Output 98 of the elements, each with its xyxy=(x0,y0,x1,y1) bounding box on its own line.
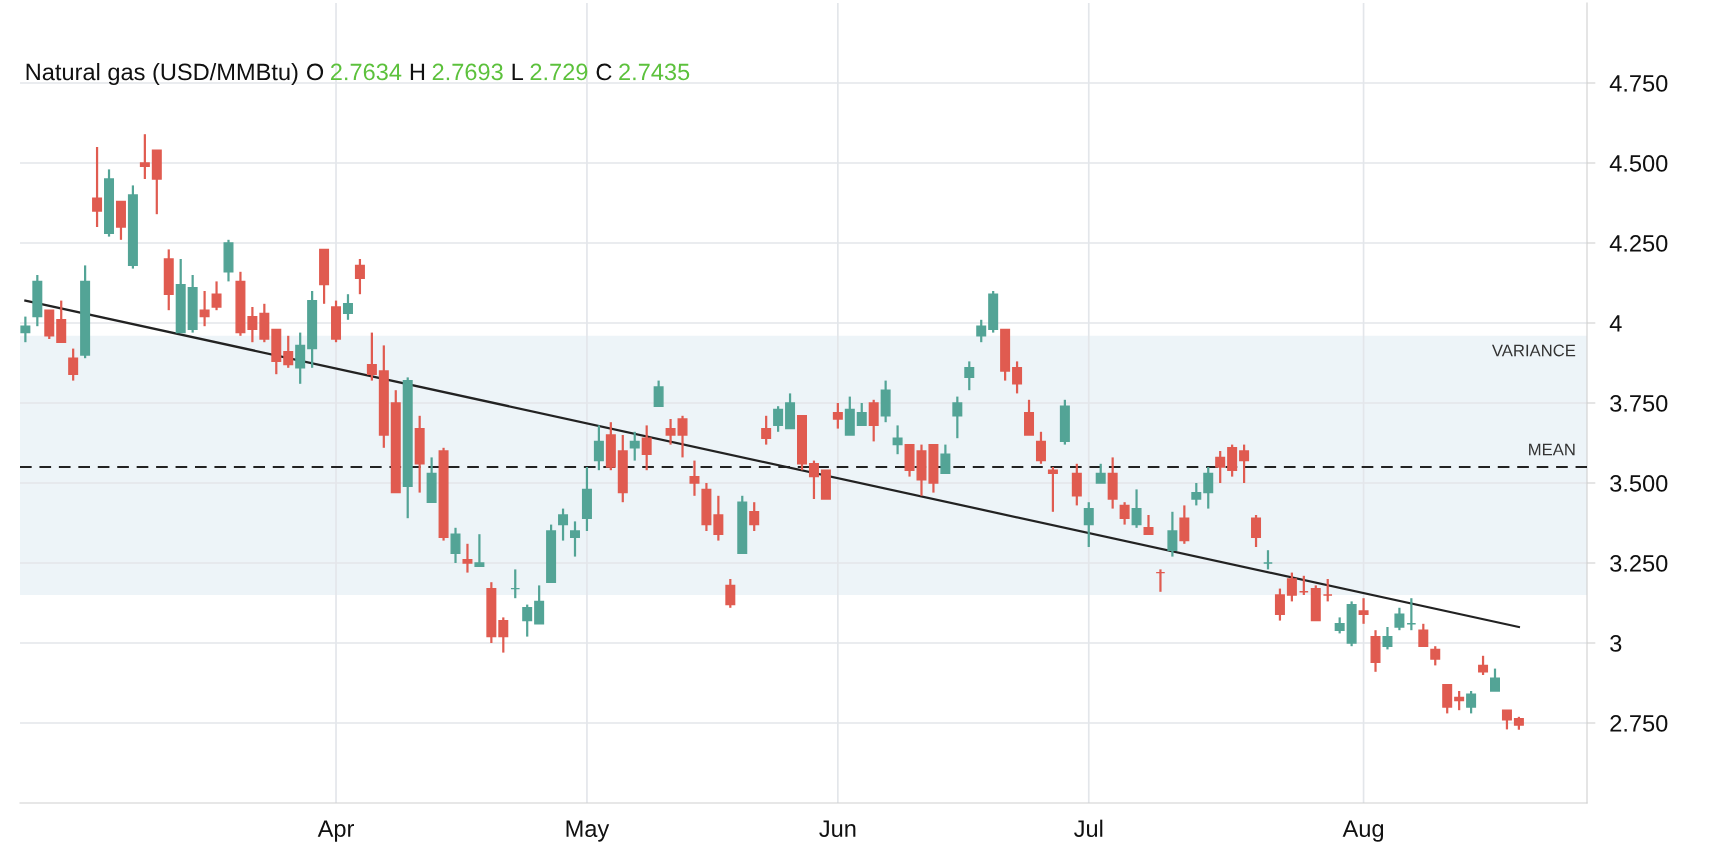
candlestick xyxy=(498,616,509,654)
annotation: 2.7634 xyxy=(330,63,402,81)
candlestick xyxy=(450,526,461,565)
candlestick xyxy=(56,299,67,344)
candlestick xyxy=(1274,587,1285,622)
candlestick xyxy=(1047,465,1058,513)
candlestick xyxy=(1035,430,1046,465)
candlestick xyxy=(354,257,365,296)
x-tick-label: May xyxy=(566,820,610,842)
candlestick xyxy=(725,577,736,609)
text: Natural gas (USD/MMBtu) xyxy=(26,63,298,85)
candlestick xyxy=(952,395,963,440)
candlestick xyxy=(1203,465,1214,510)
x-tick-label: Jul xyxy=(1074,819,1103,838)
candlestick xyxy=(976,318,987,344)
candlestick xyxy=(1251,513,1262,549)
candlestick xyxy=(689,459,700,497)
candlestick xyxy=(199,289,210,328)
x-tick-label: Apr xyxy=(317,820,355,842)
candlestick xyxy=(462,542,473,574)
annotation: O xyxy=(306,63,324,81)
candlestick xyxy=(474,533,485,568)
candlestick xyxy=(677,414,688,459)
annotation: L xyxy=(512,63,524,81)
candlestick xyxy=(92,145,103,229)
candlestick xyxy=(295,331,306,385)
candlestick xyxy=(1131,488,1142,529)
candlestick xyxy=(522,603,533,638)
candlestick xyxy=(641,424,652,472)
candlestick xyxy=(211,280,222,312)
candlestick xyxy=(1167,510,1178,558)
candlestick xyxy=(1286,571,1297,603)
candlestick xyxy=(1191,481,1202,507)
candlestick xyxy=(366,331,377,382)
candlestick xyxy=(1239,443,1250,485)
candlestick xyxy=(1083,501,1094,549)
candlestick xyxy=(868,398,879,443)
candlestick xyxy=(1227,443,1238,478)
candlestick xyxy=(283,334,294,369)
candlestick xyxy=(1012,360,1023,395)
y-tick-label: 3.750 xyxy=(1610,395,1668,412)
annotation: 2.729 xyxy=(530,63,588,81)
candlestick xyxy=(773,405,784,433)
candlestick xyxy=(1454,689,1465,712)
x-tick-label: Jun xyxy=(819,820,856,838)
ref-line-label: MEAN xyxy=(1529,443,1575,456)
candlestick xyxy=(1466,689,1477,715)
candlestick xyxy=(1024,398,1035,437)
candlestick xyxy=(1179,504,1190,545)
candlestick xyxy=(892,424,903,456)
candlestick xyxy=(569,520,580,558)
candlestick xyxy=(1358,597,1369,625)
y-tick-label: 3 xyxy=(1610,635,1622,652)
candlestick xyxy=(20,315,31,344)
annotation: H xyxy=(410,63,425,81)
candlestick xyxy=(1490,667,1500,693)
candlestick xyxy=(247,305,258,344)
band-label: VARIANCE xyxy=(1491,344,1576,357)
candlestick xyxy=(1442,683,1453,715)
annotation: 2.7435 xyxy=(619,63,690,81)
candlestick xyxy=(629,430,640,462)
candlestick xyxy=(856,401,867,427)
candlestick xyxy=(940,443,951,475)
x-tick-label: Aug xyxy=(1342,820,1384,842)
annotation: 2.7693 xyxy=(432,63,503,81)
candlestick xyxy=(1501,709,1512,731)
candlestick xyxy=(832,401,843,430)
y-tick-label: 3.250 xyxy=(1610,555,1668,572)
y-tick-label: 4 xyxy=(1609,315,1622,332)
candlestick xyxy=(665,417,676,446)
candlestick xyxy=(808,459,819,501)
candlestick xyxy=(964,360,975,392)
candlestick xyxy=(749,501,760,533)
candlestick xyxy=(1418,622,1429,648)
candlestick xyxy=(1430,645,1441,667)
candlestick xyxy=(1478,654,1489,677)
y-tick-label: 4.250 xyxy=(1609,235,1668,252)
candlestick xyxy=(1394,606,1405,632)
candlestick xyxy=(558,507,569,542)
candlestick xyxy=(1095,462,1106,485)
candlestick xyxy=(1119,501,1130,526)
candlestick xyxy=(713,494,724,542)
candlestick xyxy=(139,133,150,181)
annotation: C xyxy=(596,63,612,81)
candlestick xyxy=(653,379,664,408)
y-tick-label: 4.500 xyxy=(1609,155,1668,172)
candlestick xyxy=(1143,513,1154,536)
y-tick-label: 4.750 xyxy=(1609,75,1668,92)
candlestick xyxy=(761,414,772,446)
candlestick xyxy=(342,293,353,321)
candlestick xyxy=(68,347,79,382)
candlestick xyxy=(1215,449,1226,485)
y-tick-label: 2.750 xyxy=(1610,715,1668,732)
candlestick xyxy=(593,424,604,472)
candlestick xyxy=(534,584,545,625)
y-tick-label: 3.500 xyxy=(1610,475,1668,492)
candlestick xyxy=(1382,625,1393,651)
candlestick xyxy=(1071,462,1082,507)
